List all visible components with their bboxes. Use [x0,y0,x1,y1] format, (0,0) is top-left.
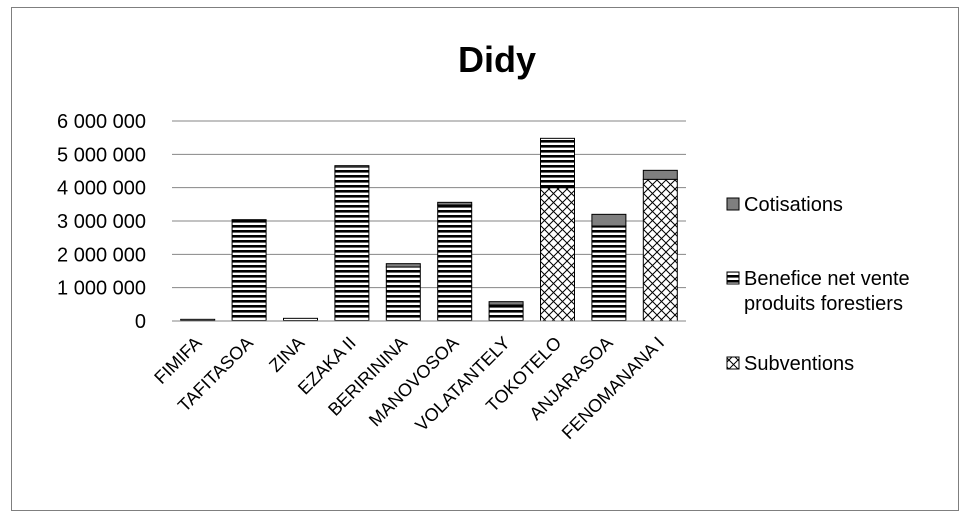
bar-segment [385,263,421,268]
legend-entry: Subventions [726,353,854,375]
chart-title: Didy [458,39,536,80]
bar-segment [231,219,267,322]
bar-segment [334,166,370,322]
legend-entry: Cotisations [726,194,843,216]
bar-segment [540,187,575,322]
y-tick-label: 1 000 000 [57,278,146,300]
legend-label: Cotisations [744,194,843,216]
bar-segment [334,165,370,168]
x-tick-label: ZINA [265,333,308,376]
legend-label: Subventions [744,353,854,375]
legend-label: Benefice net vente produits forestiers [744,268,910,315]
bar-segment [385,266,421,322]
bar-segment [437,201,473,206]
bar-segment [437,204,473,322]
bar-segment [642,178,678,322]
y-tick-label: 3 000 000 [57,211,146,233]
x-tick-label: MANOVOSOA [365,333,463,431]
legend-swatch [726,197,740,211]
bar-segment [488,304,524,322]
bar-segment [591,225,627,322]
y-axis: 0 1 000 000 2 000 000 3 000 000 4 000 000 5 0… [57,111,146,333]
chart-frame [11,7,959,511]
bar-segment [591,213,627,227]
y-tick-label: 2 000 000 [57,244,146,266]
bars [180,137,678,322]
bar-segment [540,137,575,189]
bar-segment [231,219,267,221]
y-tick-label: 0 [135,311,146,333]
legend-swatch [726,271,740,285]
y-tick-label: 4 000 000 [57,178,146,200]
legend-swatch [726,356,740,370]
legend-entry: Benefice net vente produits forestiers [726,268,910,315]
y-tick-label: 5 000 000 [57,144,146,166]
legend: Cotisations Benefice net vente produits fo… [726,194,910,375]
bar-segment [488,301,524,306]
y-tick-label: 6 000 000 [57,111,146,133]
bar-segment [642,169,678,180]
